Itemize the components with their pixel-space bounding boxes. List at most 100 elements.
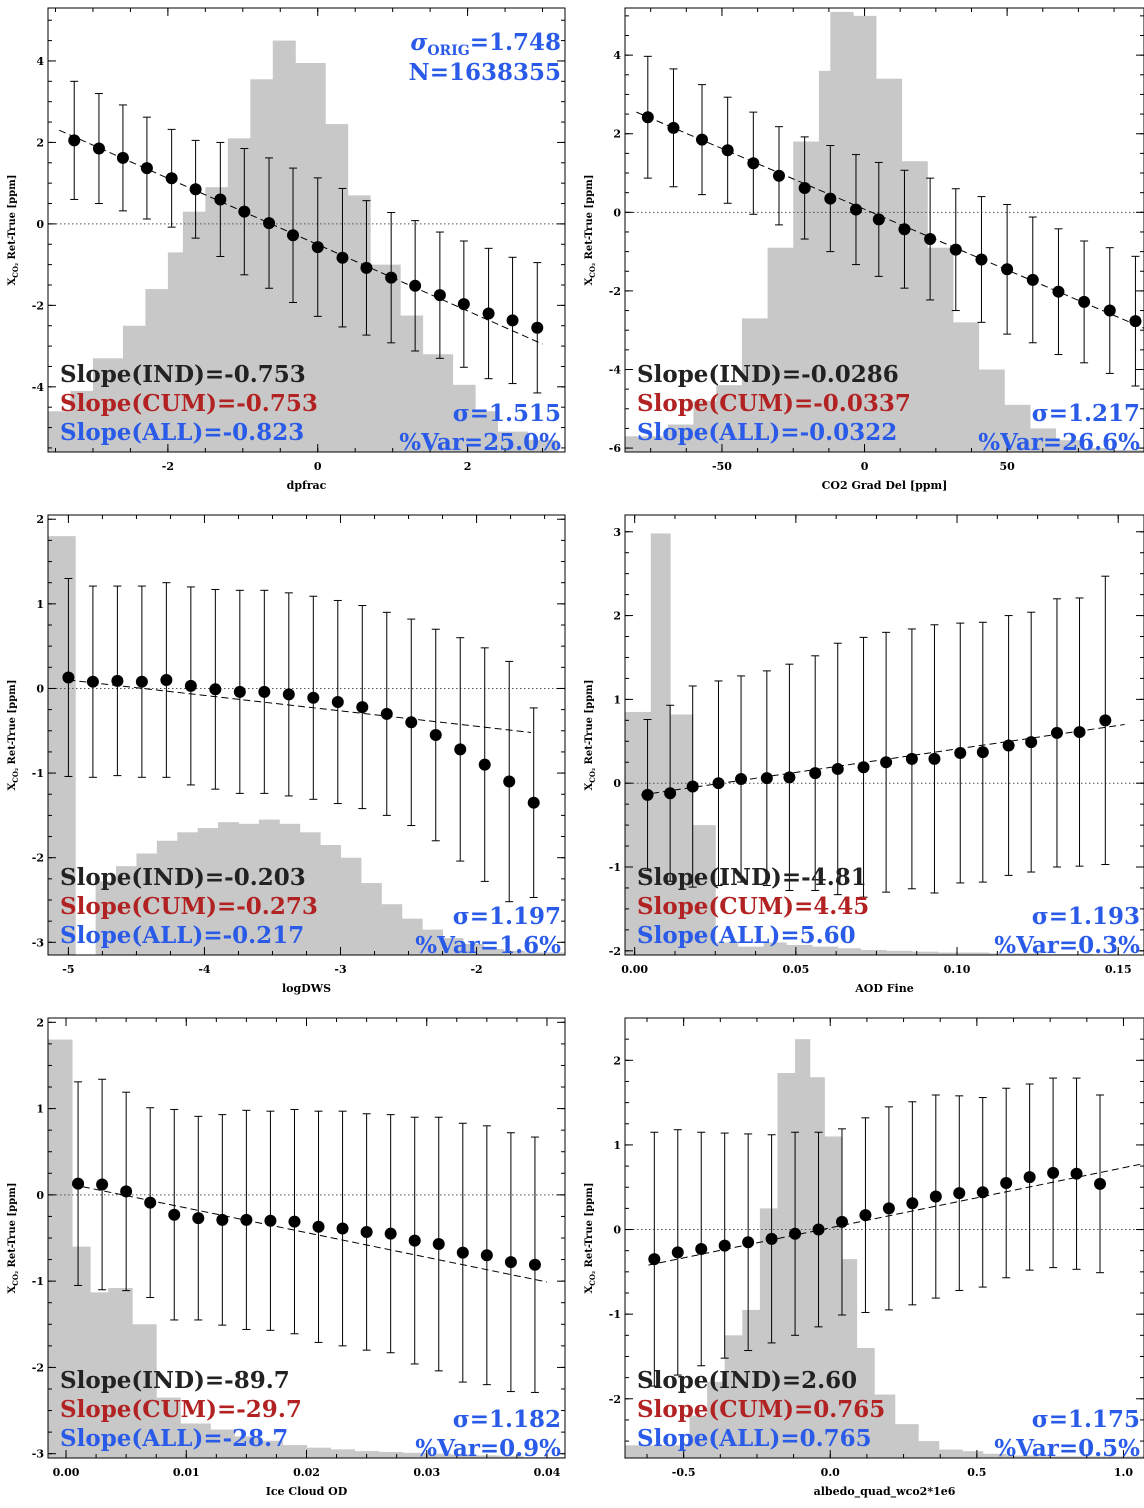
- y-tick-label: -2: [32, 1361, 44, 1374]
- var-label: %Var=1.6%: [415, 932, 561, 959]
- y-tick-label: 2: [613, 610, 621, 623]
- histogram-bar: [320, 845, 342, 955]
- histogram-bar: [462, 944, 484, 955]
- histogram-bar: [156, 840, 178, 955]
- y-tick-label: 1: [36, 1103, 44, 1116]
- x-tick-label: 0.03: [413, 1466, 440, 1479]
- data-point: [789, 1227, 802, 1240]
- data-point: [528, 1258, 541, 1271]
- data-point: [898, 223, 911, 236]
- data-point: [648, 1253, 661, 1266]
- histogram-bar: [818, 70, 831, 452]
- histogram-bar: [250, 79, 274, 452]
- histogram-bar: [860, 949, 887, 955]
- y-tick-label: -2: [32, 299, 44, 312]
- data-point: [233, 685, 246, 698]
- slope-cum-label: Slope(CUM)=4.45: [637, 893, 869, 920]
- data-point: [924, 233, 937, 246]
- data-point: [432, 1238, 445, 1251]
- x-tick-label: 0.04: [534, 1466, 561, 1479]
- y-tick-label: -4: [609, 363, 622, 376]
- histogram-bar: [70, 390, 94, 452]
- histogram-bar: [475, 411, 499, 452]
- histogram-bar: [918, 1441, 940, 1458]
- y-tick-label: -3: [32, 936, 44, 949]
- histogram-bar: [837, 948, 861, 955]
- data-point: [456, 1246, 469, 1259]
- y-tick-label: 2: [613, 128, 621, 141]
- slope-all-label: Slope(ALL)=-0.823: [60, 419, 304, 446]
- histogram-bar: [401, 918, 423, 955]
- x-tick-label: 0.02: [293, 1466, 320, 1479]
- x-tick-label: 0: [861, 460, 869, 473]
- histogram-bar: [1081, 448, 1108, 452]
- data-point: [216, 1213, 229, 1226]
- histogram-bar: [426, 1453, 452, 1458]
- data-point: [949, 243, 962, 256]
- x-axis-label: dpfrac: [287, 479, 327, 492]
- y-tick-label: 3: [613, 526, 621, 539]
- data-point: [116, 151, 129, 164]
- histogram-bar: [544, 952, 565, 955]
- fit-line: [71, 1184, 548, 1283]
- data-point: [1094, 1177, 1107, 1190]
- data-point: [857, 761, 870, 774]
- histogram-bar: [122, 325, 146, 452]
- y-tick-label: -6: [609, 442, 622, 455]
- y-tick-label: 0: [613, 1224, 621, 1237]
- data-point: [695, 1243, 708, 1255]
- data-point: [772, 169, 785, 182]
- var-label: %Var=0.3%: [994, 932, 1140, 959]
- histogram-bar: [625, 1445, 691, 1458]
- histogram-bar: [360, 883, 382, 955]
- histogram-bar: [911, 951, 939, 955]
- histogram-bar: [156, 1397, 181, 1458]
- data-point: [165, 172, 178, 185]
- chart-panel-6: -0.5 0.0 0.5 1.0 -2 -1 0 1 2 albedo_quad_wco2*1e6…: [584, 1017, 1144, 1499]
- data-point: [504, 1256, 517, 1269]
- data-point: [282, 688, 295, 701]
- histogram-bar: [48, 536, 76, 955]
- plot-area: [48, 1039, 565, 1458]
- x-tick-label: -3: [334, 963, 346, 976]
- x-tick-label: 0.15: [1105, 963, 1132, 976]
- histogram-bar: [1035, 1456, 1144, 1458]
- histogram-bar: [48, 1039, 73, 1458]
- slope-all-label: Slope(ALL)=0.765: [637, 1425, 872, 1452]
- data-point: [831, 762, 844, 775]
- histogram-bar: [978, 369, 1005, 452]
- y-tick-label: 2: [36, 136, 44, 149]
- data-point: [184, 679, 197, 692]
- x-tick-label: 2: [464, 460, 472, 473]
- data-point: [336, 1222, 349, 1235]
- histogram-bar: [777, 1073, 796, 1458]
- histogram-bar: [258, 1440, 283, 1458]
- histogram-bar: [927, 247, 954, 452]
- slope-ind-label: Slope(IND)=-4.81: [637, 864, 867, 891]
- data-point: [144, 1196, 157, 1209]
- histogram-bar: [442, 938, 464, 955]
- histogram-bar: [180, 1423, 211, 1458]
- histogram-bar: [707, 1381, 726, 1458]
- histogram-bar: [498, 1456, 524, 1458]
- histogram-bar: [737, 946, 765, 955]
- x-tick-label: 0.05: [782, 963, 809, 976]
- plot-frame: [47, 7, 566, 453]
- histogram-bar: [524, 952, 546, 955]
- data-point: [760, 772, 773, 785]
- y-tick-label: 0: [613, 206, 621, 219]
- histogram-bar: [48, 411, 71, 452]
- slope-all-label: Slope(ALL)=-0.0322: [637, 419, 897, 446]
- sigma-label: σ=1.197: [453, 903, 561, 930]
- y-tick-label: -1: [32, 767, 44, 780]
- histogram-bar: [347, 195, 371, 452]
- plot-frame: [624, 7, 1144, 453]
- data-point: [287, 229, 300, 242]
- histogram-bar: [234, 1436, 259, 1458]
- histogram-bar: [982, 1453, 1007, 1458]
- data-point: [527, 796, 540, 809]
- histogram-bar: [853, 15, 877, 452]
- histogram-bar: [381, 904, 403, 955]
- histogram-bar: [724, 1335, 743, 1458]
